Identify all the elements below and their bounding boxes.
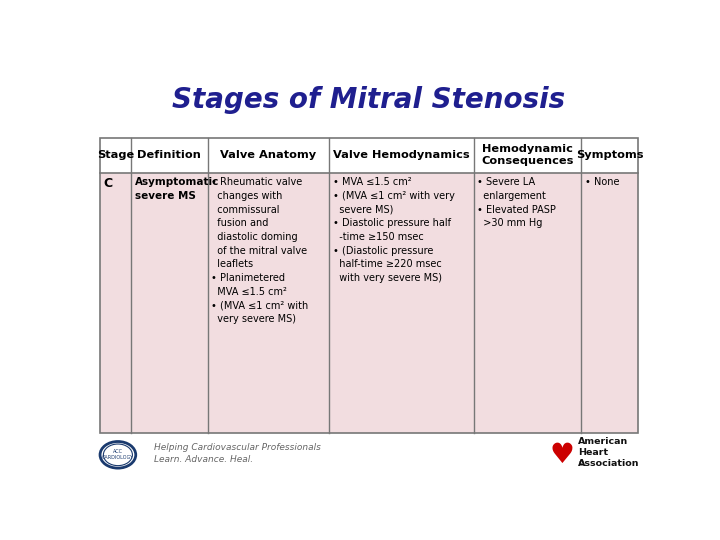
Text: • Rheumatic valve: • Rheumatic valve: [211, 177, 302, 187]
Text: • None: • None: [585, 177, 619, 187]
Text: • (Diastolic pressure: • (Diastolic pressure: [333, 246, 433, 255]
Text: diastolic doming: diastolic doming: [211, 232, 297, 242]
Text: with very severe MS): with very severe MS): [333, 273, 441, 283]
Text: changes with: changes with: [211, 191, 282, 201]
Text: • MVA ≤1.5 cm²: • MVA ≤1.5 cm²: [333, 177, 411, 187]
Text: fusion and: fusion and: [211, 218, 269, 228]
Text: American
Heart
Association: American Heart Association: [578, 437, 640, 468]
Text: Valve Hemodynamics: Valve Hemodynamics: [333, 150, 470, 160]
Text: severe MS): severe MS): [333, 205, 393, 214]
Bar: [100, 138, 638, 173]
Text: ♥: ♥: [549, 441, 574, 469]
Text: Stages of Mitral Stenosis: Stages of Mitral Stenosis: [172, 86, 566, 114]
Text: MVA ≤1.5 cm²: MVA ≤1.5 cm²: [211, 287, 287, 297]
Text: ®: ®: [578, 461, 585, 467]
Text: • Elevated PASP: • Elevated PASP: [477, 205, 556, 214]
Text: • Planimetered: • Planimetered: [211, 273, 285, 283]
Bar: [100, 138, 638, 433]
Text: ACC
CARDIOLOGY: ACC CARDIOLOGY: [102, 449, 134, 460]
Text: of the mitral valve: of the mitral valve: [211, 246, 307, 255]
Text: Hemodynamic
Consequences: Hemodynamic Consequences: [482, 144, 574, 166]
Text: Symptoms: Symptoms: [576, 150, 644, 160]
Text: • (MVA ≤1 cm² with very: • (MVA ≤1 cm² with very: [333, 191, 454, 201]
Text: leaflets: leaflets: [211, 259, 253, 269]
Text: enlargement: enlargement: [477, 191, 546, 201]
Text: • Diastolic pressure half: • Diastolic pressure half: [333, 218, 451, 228]
Text: Helping Cardiovascular Professionals
Learn. Advance. Heal.: Helping Cardiovascular Professionals Lea…: [154, 443, 321, 464]
Text: Definition: Definition: [138, 150, 202, 160]
Text: Asymptomatic
severe MS: Asymptomatic severe MS: [135, 177, 219, 201]
Text: -time ≥150 msec: -time ≥150 msec: [333, 232, 423, 242]
Text: • (MVA ≤1 cm² with: • (MVA ≤1 cm² with: [211, 301, 308, 310]
Text: C: C: [104, 177, 112, 190]
Text: • Severe LA: • Severe LA: [477, 177, 535, 187]
Bar: [100, 173, 638, 433]
Text: >30 mm Hg: >30 mm Hg: [477, 218, 542, 228]
Text: Stage: Stage: [97, 150, 134, 160]
Text: half-time ≥220 msec: half-time ≥220 msec: [333, 259, 441, 269]
Text: very severe MS): very severe MS): [211, 314, 296, 325]
Text: commissural: commissural: [211, 205, 279, 214]
Text: Valve Anatomy: Valve Anatomy: [220, 150, 317, 160]
